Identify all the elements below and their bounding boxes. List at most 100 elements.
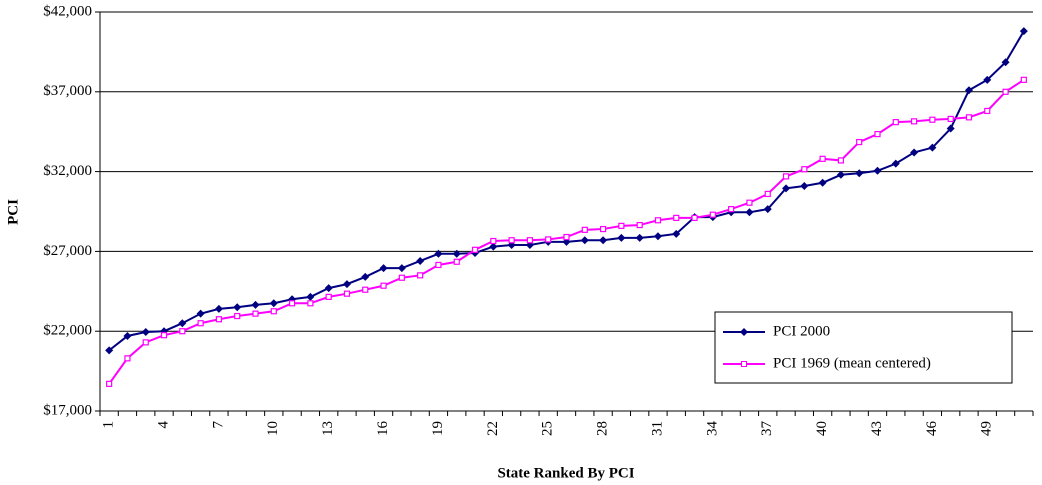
data-point [581,226,588,233]
data-point [855,169,864,178]
data-point [179,328,186,335]
data-point [342,280,351,289]
data-point [691,214,698,221]
data-point [910,118,918,125]
data-point [984,107,991,115]
data-point [124,355,131,362]
y-tick-label: $22,000 [43,323,92,339]
data-point [580,236,589,245]
data-point [874,130,881,138]
data-point [269,299,278,308]
data-point [910,148,919,157]
data-point [836,170,845,179]
data-point [489,242,498,251]
data-point [1001,58,1010,67]
x-tick-label: 13 [320,421,336,436]
data-point [599,236,608,245]
data-point [361,272,370,281]
legend-label: PCI 1969 (mean centered) [773,355,931,371]
y-tick-label: $27,000 [43,243,92,259]
data-point [764,190,771,198]
x-tick-label: 49 [979,421,995,436]
data-point [728,206,735,213]
data-point [856,138,863,146]
data-point [142,339,149,346]
x-tick-label: 40 [814,421,830,436]
x-tick-label: 1 [101,421,117,429]
data-point [763,205,772,214]
data-point [563,233,570,241]
data-point [782,173,790,180]
data-point [1020,76,1027,83]
x-tick-label: 7 [210,421,226,429]
data-point [288,300,296,307]
data-point [782,184,791,193]
data-point [379,264,388,273]
x-tick-label: 22 [485,421,501,436]
data-point [1019,27,1028,36]
legend-marker [741,361,747,367]
data-point [343,290,351,297]
data-point [397,264,406,273]
data-point [380,282,387,289]
data-point [508,237,515,244]
data-point [892,119,899,126]
data-point [526,237,534,244]
data-point [618,222,625,229]
data-point [709,211,716,218]
data-point [362,286,369,293]
data-point [746,199,753,206]
data-point [1002,88,1009,95]
data-point [983,75,992,84]
data-point [252,310,259,317]
legend-box [714,311,1013,384]
data-point [105,346,114,355]
x-tick-label: 37 [759,421,775,437]
data-point [251,300,260,309]
data-point [801,166,808,173]
x-tick-label: 34 [704,421,720,437]
data-point [306,292,315,301]
data-point [673,214,680,221]
data-point [599,225,607,233]
data-point [325,293,332,300]
data-point [197,320,204,327]
data-point [471,246,479,253]
x-tick-label: 43 [869,421,885,436]
data-point [434,249,443,258]
data-point [929,116,936,123]
data-point [417,272,424,279]
series [105,27,1028,355]
data-point [837,157,845,164]
data-point [946,124,955,133]
x-tick-label: 46 [924,421,940,437]
x-tick-label: 10 [265,421,281,436]
data-point [453,258,460,265]
legend-label: PCI 2000 [773,323,830,339]
data-point [964,86,973,95]
data-point [398,274,405,281]
legend: PCI 2000 PCI 1969 (mean centered) [714,311,1013,384]
data-point [324,284,333,293]
data-point [672,229,681,238]
series [106,76,1027,387]
x-tick-label: 25 [540,421,556,436]
data-point [214,304,223,313]
x-tick-label: 19 [430,421,446,436]
data-point [452,249,461,258]
data-point [123,331,132,340]
y-tick-label: $32,000 [43,163,92,179]
x-tick-label: 28 [595,421,611,436]
data-point [617,233,626,242]
x-tick-label: 16 [375,421,391,437]
data-point [653,232,662,241]
data-point [819,155,826,162]
data-point [435,261,442,269]
data-point [654,217,662,224]
data-point [891,159,900,168]
data-point [215,316,223,323]
data-point [800,181,809,190]
data-point [965,114,973,121]
data-point [196,309,205,318]
